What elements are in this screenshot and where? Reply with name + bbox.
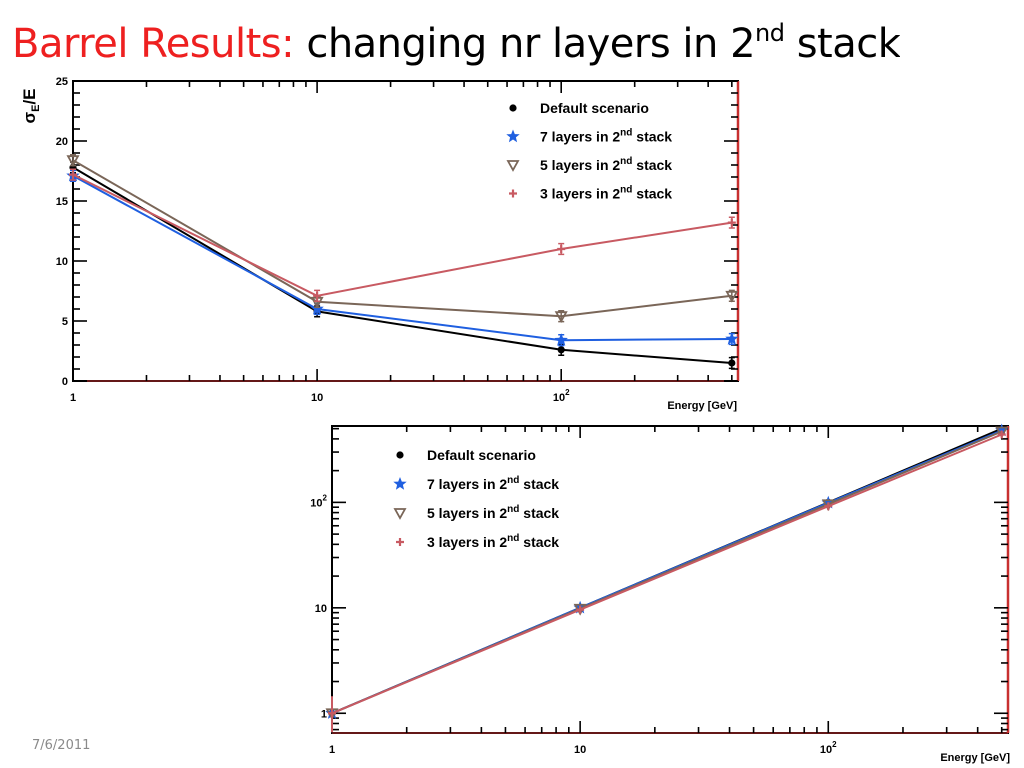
legend-item: 7 layers in 2nd stack xyxy=(393,475,559,492)
marker-triangle xyxy=(393,508,407,520)
legend-item: 3 layers in 2nd stack xyxy=(396,533,559,550)
series-line xyxy=(72,166,732,364)
marker-star xyxy=(725,332,739,345)
title-end: stack xyxy=(796,21,901,66)
linearity-chart: 1 10 102 1 10 102 Energy [GeV] Default scenario… xyxy=(310,423,1010,764)
legend-item: Default scenario xyxy=(509,100,649,116)
x-tick-label: 102 xyxy=(820,740,837,756)
title-accent: Barrel Results: xyxy=(12,21,295,66)
y-axis-label: σE/E xyxy=(20,88,42,123)
legend-label: 5 layers in 2nd stack xyxy=(540,156,672,173)
legend-item: 3 layers in 2nd stack xyxy=(509,185,672,202)
x-axis-label: Energy [GeV] xyxy=(667,400,737,412)
y-tick-label: 15 xyxy=(56,196,68,208)
marker-plus xyxy=(576,605,585,614)
marker-star xyxy=(506,129,520,143)
y-tick-label: 20 xyxy=(56,136,68,148)
title-rest: changing nr layers in 2nd stack xyxy=(306,21,900,66)
y-tick-label: 102 xyxy=(310,493,327,509)
legend-item: 7 layers in 2nd stack xyxy=(506,128,672,145)
x-tick-label: 10 xyxy=(574,744,586,756)
slide-title: Barrel Results: changing nr layers in 2n… xyxy=(12,18,900,66)
series-plus xyxy=(69,168,736,302)
y-tick-label: 5 xyxy=(62,316,68,328)
series-plus xyxy=(328,430,1006,718)
series-line xyxy=(72,173,732,297)
x-ticks xyxy=(72,81,733,381)
marker-star xyxy=(821,495,835,509)
marker-triangle xyxy=(506,160,520,172)
marker-triangle xyxy=(725,290,739,303)
marker-plus xyxy=(396,538,404,546)
legend-item: 5 layers in 2nd stack xyxy=(506,156,672,173)
marker-circle xyxy=(396,451,404,459)
y-tick-label: 25 xyxy=(56,76,68,88)
series-line xyxy=(72,174,732,342)
marker-plus xyxy=(997,430,1006,439)
legend-label: 7 layers in 2nd stack xyxy=(427,475,559,492)
marker-star xyxy=(393,477,407,490)
y-ticks xyxy=(332,427,1008,731)
resolution-chart: 1 10 102 0 5 10 15 20 25 Energy [GeV] σE/E Default … xyxy=(20,76,740,412)
title-text: changing nr layers in 2 xyxy=(306,21,756,66)
marker-plus xyxy=(824,502,833,511)
marker-triangle xyxy=(554,311,568,324)
x-tick-label: 102 xyxy=(553,388,570,404)
y-tick-label: 1 xyxy=(321,708,327,720)
legend-item: Default scenario xyxy=(396,447,536,463)
legend-label: 5 layers in 2nd stack xyxy=(427,504,559,521)
x-axis-label: Energy [GeV] xyxy=(940,752,1010,764)
legend: Default scenario 7 layers in 2nd stack 5 l… xyxy=(393,447,559,550)
legend-label: 3 layers in 2nd stack xyxy=(540,185,672,202)
x-tick-label: 1 xyxy=(329,744,335,756)
marker-star xyxy=(554,333,568,346)
legend: Default scenario 7 layers in 2nd stack 5 l… xyxy=(506,100,672,202)
x-tick-label: 10 xyxy=(311,392,323,404)
y-tick-label: 0 xyxy=(62,376,68,388)
marker-plus xyxy=(727,218,736,227)
marker-plus xyxy=(313,291,322,300)
marker-circle xyxy=(728,359,736,367)
series-line xyxy=(331,433,1003,715)
marker-circle xyxy=(557,346,565,354)
marker-triangle xyxy=(66,155,80,168)
slide-date: 7/6/2011 xyxy=(32,738,91,753)
marker-plus xyxy=(509,189,517,198)
legend-label: Default scenario xyxy=(540,100,649,116)
title-superscript: nd xyxy=(755,19,785,47)
marker-circle xyxy=(509,104,517,112)
marker-triangle xyxy=(995,426,1009,439)
legend-label: 7 layers in 2nd stack xyxy=(540,128,672,145)
marker-plus xyxy=(557,245,566,253)
legend-item: 5 layers in 2nd stack xyxy=(393,504,559,521)
legend-label: Default scenario xyxy=(427,447,536,463)
y-tick-label: 10 xyxy=(315,603,327,615)
marker-plus xyxy=(69,170,77,179)
x-tick-label: 1 xyxy=(70,392,76,404)
legend-label: 3 layers in 2nd stack xyxy=(427,533,559,550)
marker-star xyxy=(995,423,1009,437)
series-line xyxy=(72,159,732,318)
y-tick-label: 10 xyxy=(56,256,68,268)
